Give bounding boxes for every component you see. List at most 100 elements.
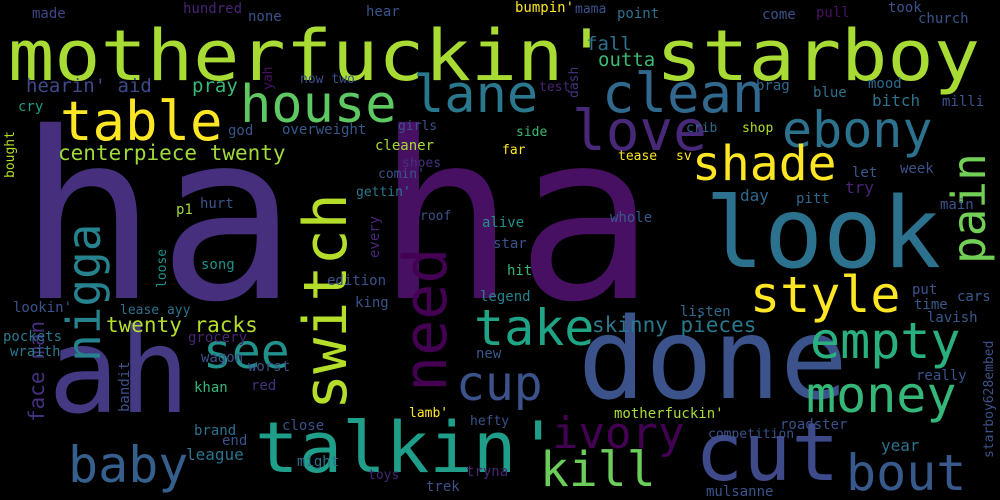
word: lavish [927,310,978,326]
word: kill [540,442,656,498]
word: listen [680,304,731,320]
word: really [916,368,967,384]
word: competition [708,427,794,442]
word: skinny pieces [592,313,756,337]
word: lane [413,65,538,125]
word: pain [942,153,996,264]
word: hit [507,263,532,279]
word: need [391,248,461,393]
word: bumpin' [515,0,574,16]
word: hefty [470,414,509,429]
word: cars [957,289,991,305]
word: took [888,0,922,16]
word: shoes [402,156,441,171]
word: loose [155,249,170,288]
word: pockets [3,329,62,345]
word: cleaner [375,138,434,154]
word: baby [68,436,188,494]
word: brag [756,78,790,94]
word: love [572,99,707,164]
word: fall [586,33,632,55]
word: king [355,295,389,311]
word: overweight [282,122,366,138]
word: pitt [796,191,830,207]
word: motherfuckin' starboy [8,15,980,97]
word: house [240,75,397,135]
word: alive [482,215,524,231]
word: star [493,236,527,252]
word: p1 [176,202,193,218]
word: shade [692,136,837,192]
word: ebony [782,101,933,159]
word: pull [816,5,850,21]
word: hundred [183,1,242,17]
word: week [900,161,934,177]
word: blue [813,85,847,101]
word: year [881,436,920,455]
word: bandit [117,361,133,412]
word: test [539,80,570,95]
word: outta [598,49,655,71]
word: done [578,295,848,425]
word: table [60,90,223,153]
word: legend [480,289,531,305]
word: new [476,346,502,362]
word: side [516,125,547,140]
word: bitch [872,91,920,110]
word: centerpiece twenty [58,141,286,165]
word: now two [300,72,355,87]
word: hearin' aid [26,75,152,97]
word: bought [3,131,18,178]
word: empty [810,312,961,370]
word: milli [942,94,984,110]
word: yah [261,67,276,90]
word: dash [567,67,582,98]
word: lamb' [409,406,448,421]
word: come [762,7,796,23]
word: worst [248,359,290,375]
word: roof [420,209,451,224]
word: khan [194,380,228,396]
word: church [918,11,969,27]
word: ha [18,83,297,353]
word: shop [742,121,773,136]
word: cup [456,356,543,412]
word: style [750,266,901,324]
word: red [251,378,276,394]
word: cut [695,406,840,499]
word: point [617,6,659,22]
word: brand [194,423,236,439]
word: day [740,186,769,205]
word: money [806,366,957,424]
word: ah [48,302,190,440]
word: might [297,454,339,470]
word: hurt [200,196,234,212]
word: grocery [188,330,247,346]
word: whole [610,210,652,226]
word: every [367,216,383,258]
word: sv [676,149,692,164]
word: clean [602,62,765,125]
word: cry [18,99,43,115]
word: look [705,177,941,291]
word: tease [618,149,657,164]
word: mulsanne [706,484,773,500]
word: mood [868,76,902,92]
word: close [282,418,324,434]
word: gettin' [356,185,411,200]
word: starboy628embed [982,341,997,458]
word: twenty racks [106,313,258,337]
word: trek [426,479,460,495]
word: put [912,282,937,298]
word: talkin' [255,407,560,489]
word: face man [25,321,49,422]
word: take [474,299,594,357]
word: try [845,178,874,197]
word: girls [398,119,437,134]
word: wagon [201,350,243,366]
word: comin' [378,167,425,182]
word: motherfuckin' [614,406,724,422]
word: ha [376,83,655,353]
